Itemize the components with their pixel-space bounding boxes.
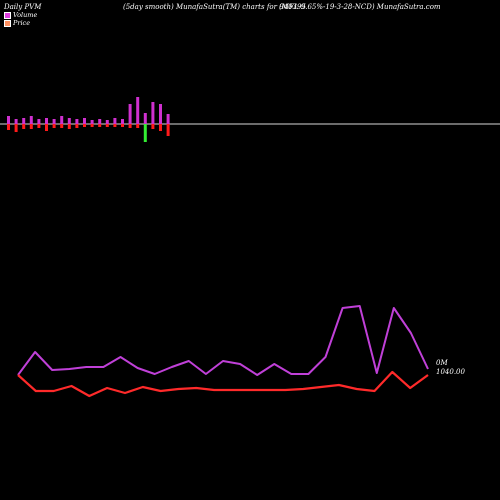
volume-bar-down <box>75 124 79 128</box>
header-left: Daily PVM <box>4 3 42 11</box>
volume-bar-up <box>98 119 102 124</box>
volume-bar-down <box>22 124 26 129</box>
header-right: (MFL-9.65%-19-3-28-NCD) MunafaSutra.com <box>279 3 441 11</box>
legend-swatch-price <box>4 19 11 27</box>
volume-bar-up <box>136 97 140 124</box>
volume-bar-up <box>7 116 10 124</box>
volume-bar-down <box>143 124 147 142</box>
volume-bar-down <box>159 124 162 131</box>
volume-bar-down <box>121 124 124 127</box>
legend-swatch-volume <box>4 11 11 19</box>
volume-bar-down <box>14 124 18 132</box>
volume-bar-up <box>67 118 71 124</box>
volume-bars <box>7 97 170 142</box>
volume-bar-down <box>29 124 33 129</box>
volume-bar-down <box>136 124 140 128</box>
volume-bar-up <box>14 119 18 124</box>
volume-bar-down <box>45 124 48 131</box>
volume-bar-up <box>75 119 79 124</box>
volume-bar-up <box>121 119 124 124</box>
volume-bar-up <box>159 104 162 124</box>
volume-bar-down <box>151 124 155 129</box>
volume-bar-down <box>7 124 10 130</box>
volume-bar-up <box>128 104 132 124</box>
volume-bar-up <box>143 113 147 124</box>
volume-bar-down <box>60 124 64 128</box>
volume-bar-up <box>45 118 48 124</box>
end-label-price: 1040.00 <box>436 368 465 376</box>
header-middle: (5day smooth) MunafaSutra(TM) charts for… <box>123 3 306 11</box>
volume-bar-up <box>37 119 41 124</box>
volume-bar-down <box>98 124 102 127</box>
volume-bar-down <box>113 124 117 127</box>
volume-bar-down <box>52 124 56 128</box>
volume-bar-down <box>83 124 86 127</box>
volume-bar-up <box>90 120 94 124</box>
volume-bar-down <box>37 124 41 128</box>
volume-bar-up <box>52 119 56 124</box>
volume-line <box>17 305 429 376</box>
volume-bar-down <box>128 124 132 128</box>
smooth-lines <box>17 305 429 398</box>
legend-label-price: Price <box>13 19 31 27</box>
volume-bar-up <box>105 120 109 124</box>
end-label-volume: 0M <box>436 359 448 367</box>
volume-bar-up <box>22 118 26 124</box>
legend-label-volume: Volume <box>13 11 38 19</box>
volume-bar-up <box>166 114 170 124</box>
volume-bar-up <box>151 102 155 124</box>
legend: Volume Price <box>4 11 37 27</box>
volume-bar-up <box>60 116 64 124</box>
volume-bar-down <box>105 124 109 127</box>
legend-item-volume: Volume <box>4 11 37 19</box>
legend-item-price: Price <box>4 19 37 27</box>
volume-bar-down <box>166 124 170 136</box>
volume-bar-up <box>83 118 86 124</box>
volume-bar-down <box>67 124 71 129</box>
volume-bar-up <box>29 116 33 124</box>
volume-bar-up <box>113 118 117 124</box>
price-line <box>17 370 429 398</box>
volume-bar-down <box>90 124 94 127</box>
